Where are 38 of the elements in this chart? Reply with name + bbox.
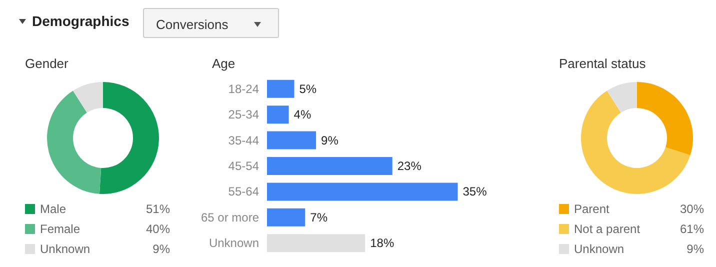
data-label: 9% [152, 242, 170, 256]
data-label: 7% [310, 210, 328, 224]
data-label: 40% [146, 222, 170, 236]
bar [267, 106, 289, 124]
legend-label: Not a parent [574, 222, 641, 236]
bar [267, 80, 294, 98]
y-tick-label: 55-64 [228, 184, 260, 199]
data-label: 4% [294, 108, 312, 122]
data-label: 51% [146, 202, 170, 216]
legend-label: Parent [574, 202, 610, 216]
legend-label: Female [40, 222, 80, 236]
y-tick-label: 65 or more [200, 210, 260, 224]
data-label: 35% [462, 184, 488, 199]
data-label: 23% [397, 159, 422, 173]
bar [267, 182, 458, 201]
dropdown-button: Conversions [143, 8, 279, 38]
y-tick-label: Unknown [208, 236, 259, 250]
text: Demographics [32, 13, 130, 29]
data-label: 18% [370, 236, 394, 250]
data-label: 61% [680, 222, 704, 236]
bar [267, 234, 366, 252]
chart-title: Parental status [559, 56, 646, 71]
y-tick-label: 35-44 [228, 133, 260, 148]
y-tick-label: 18-24 [228, 82, 260, 96]
data-label: 30% [680, 202, 704, 216]
chart-title: Age [212, 56, 236, 71]
legend-label: Male [40, 202, 66, 216]
data-label: 9% [321, 133, 339, 148]
legend-label: Unknown [40, 242, 90, 256]
y-tick-label: 45-54 [228, 159, 260, 173]
data-label: 5% [299, 82, 317, 96]
data-label: 9% [686, 242, 704, 256]
legend-label: Unknown [574, 242, 624, 256]
y-tick-label: 25-34 [228, 108, 260, 122]
bar [267, 208, 306, 226]
bar [267, 131, 316, 150]
bar [267, 157, 392, 175]
chart-title: Gender [25, 56, 70, 71]
